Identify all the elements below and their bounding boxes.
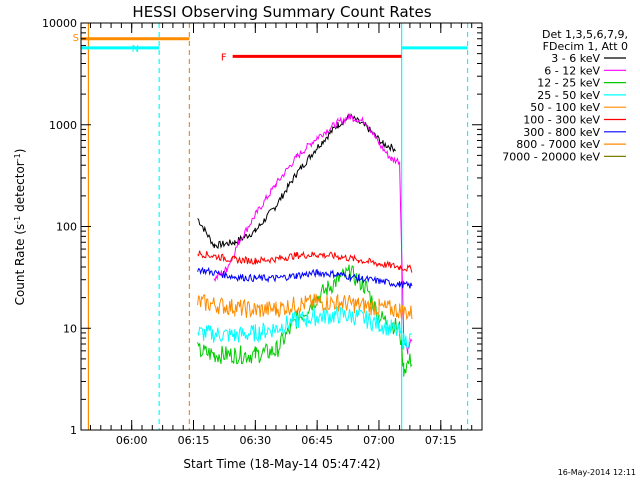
flag-label-0: S bbox=[73, 33, 79, 44]
series-line-0 bbox=[197, 112, 396, 250]
y-tick-label-0: 1 bbox=[70, 424, 77, 437]
x-tick-label-2: 06:30 bbox=[239, 434, 271, 447]
legend: Det 1,3,5,6,7,9, FDecim 1, Att 0 3 - 6 k… bbox=[502, 28, 628, 163]
plot-frame bbox=[80, 22, 483, 431]
y-tick-label-2: 100 bbox=[56, 221, 77, 234]
x-tick-label-1: 06:15 bbox=[178, 434, 210, 447]
series-line-6 bbox=[197, 266, 413, 289]
series-line-1 bbox=[213, 112, 413, 355]
chart-title: HESSI Observing Summary Count Rates bbox=[132, 3, 431, 21]
legend-label-0: 3 - 6 keV bbox=[551, 52, 600, 65]
legend-label-6: 300 - 800 keV bbox=[523, 126, 600, 139]
legend-header-detectors: Det 1,3,5,6,7,9, bbox=[542, 28, 628, 41]
y-tick-label-3: 1000 bbox=[49, 119, 77, 132]
x-tick-label-3: 06:45 bbox=[301, 434, 333, 447]
legend-label-8: 7000 - 20000 keV bbox=[502, 150, 600, 163]
flag-label-1: N bbox=[132, 44, 139, 55]
legend-label-4: 50 - 100 keV bbox=[530, 101, 600, 114]
x-tick-label-4: 07:00 bbox=[363, 434, 395, 447]
y-axis-label: Count Rate (s-1 detector-1) bbox=[13, 149, 28, 306]
legend-label-1: 6 - 12 keV bbox=[544, 64, 600, 77]
footer-date: 16-May-2014 12:11 bbox=[558, 468, 636, 477]
series-line-4 bbox=[197, 293, 413, 321]
y-tick-label-1: 10 bbox=[63, 322, 77, 335]
legend-label-3: 25 - 50 keV bbox=[537, 89, 600, 102]
series-line-5 bbox=[197, 250, 413, 273]
x-axis-label: Start Time (18-May-14 05:47:42) bbox=[183, 457, 380, 471]
x-tick-label-5: 07:15 bbox=[425, 434, 457, 447]
legend-label-2: 12 - 25 keV bbox=[537, 77, 600, 90]
x-tick-label-0: 06:00 bbox=[116, 434, 148, 447]
y-tick-label-4: 10000 bbox=[42, 17, 77, 30]
legend-header-decim: FDecim 1, Att 0 bbox=[543, 40, 628, 53]
series-line-3 bbox=[197, 305, 413, 350]
legend-label-5: 100 - 300 keV bbox=[523, 114, 600, 127]
legend-label-7: 800 - 7000 keV bbox=[516, 138, 600, 151]
flag-label-3: F bbox=[221, 52, 227, 63]
